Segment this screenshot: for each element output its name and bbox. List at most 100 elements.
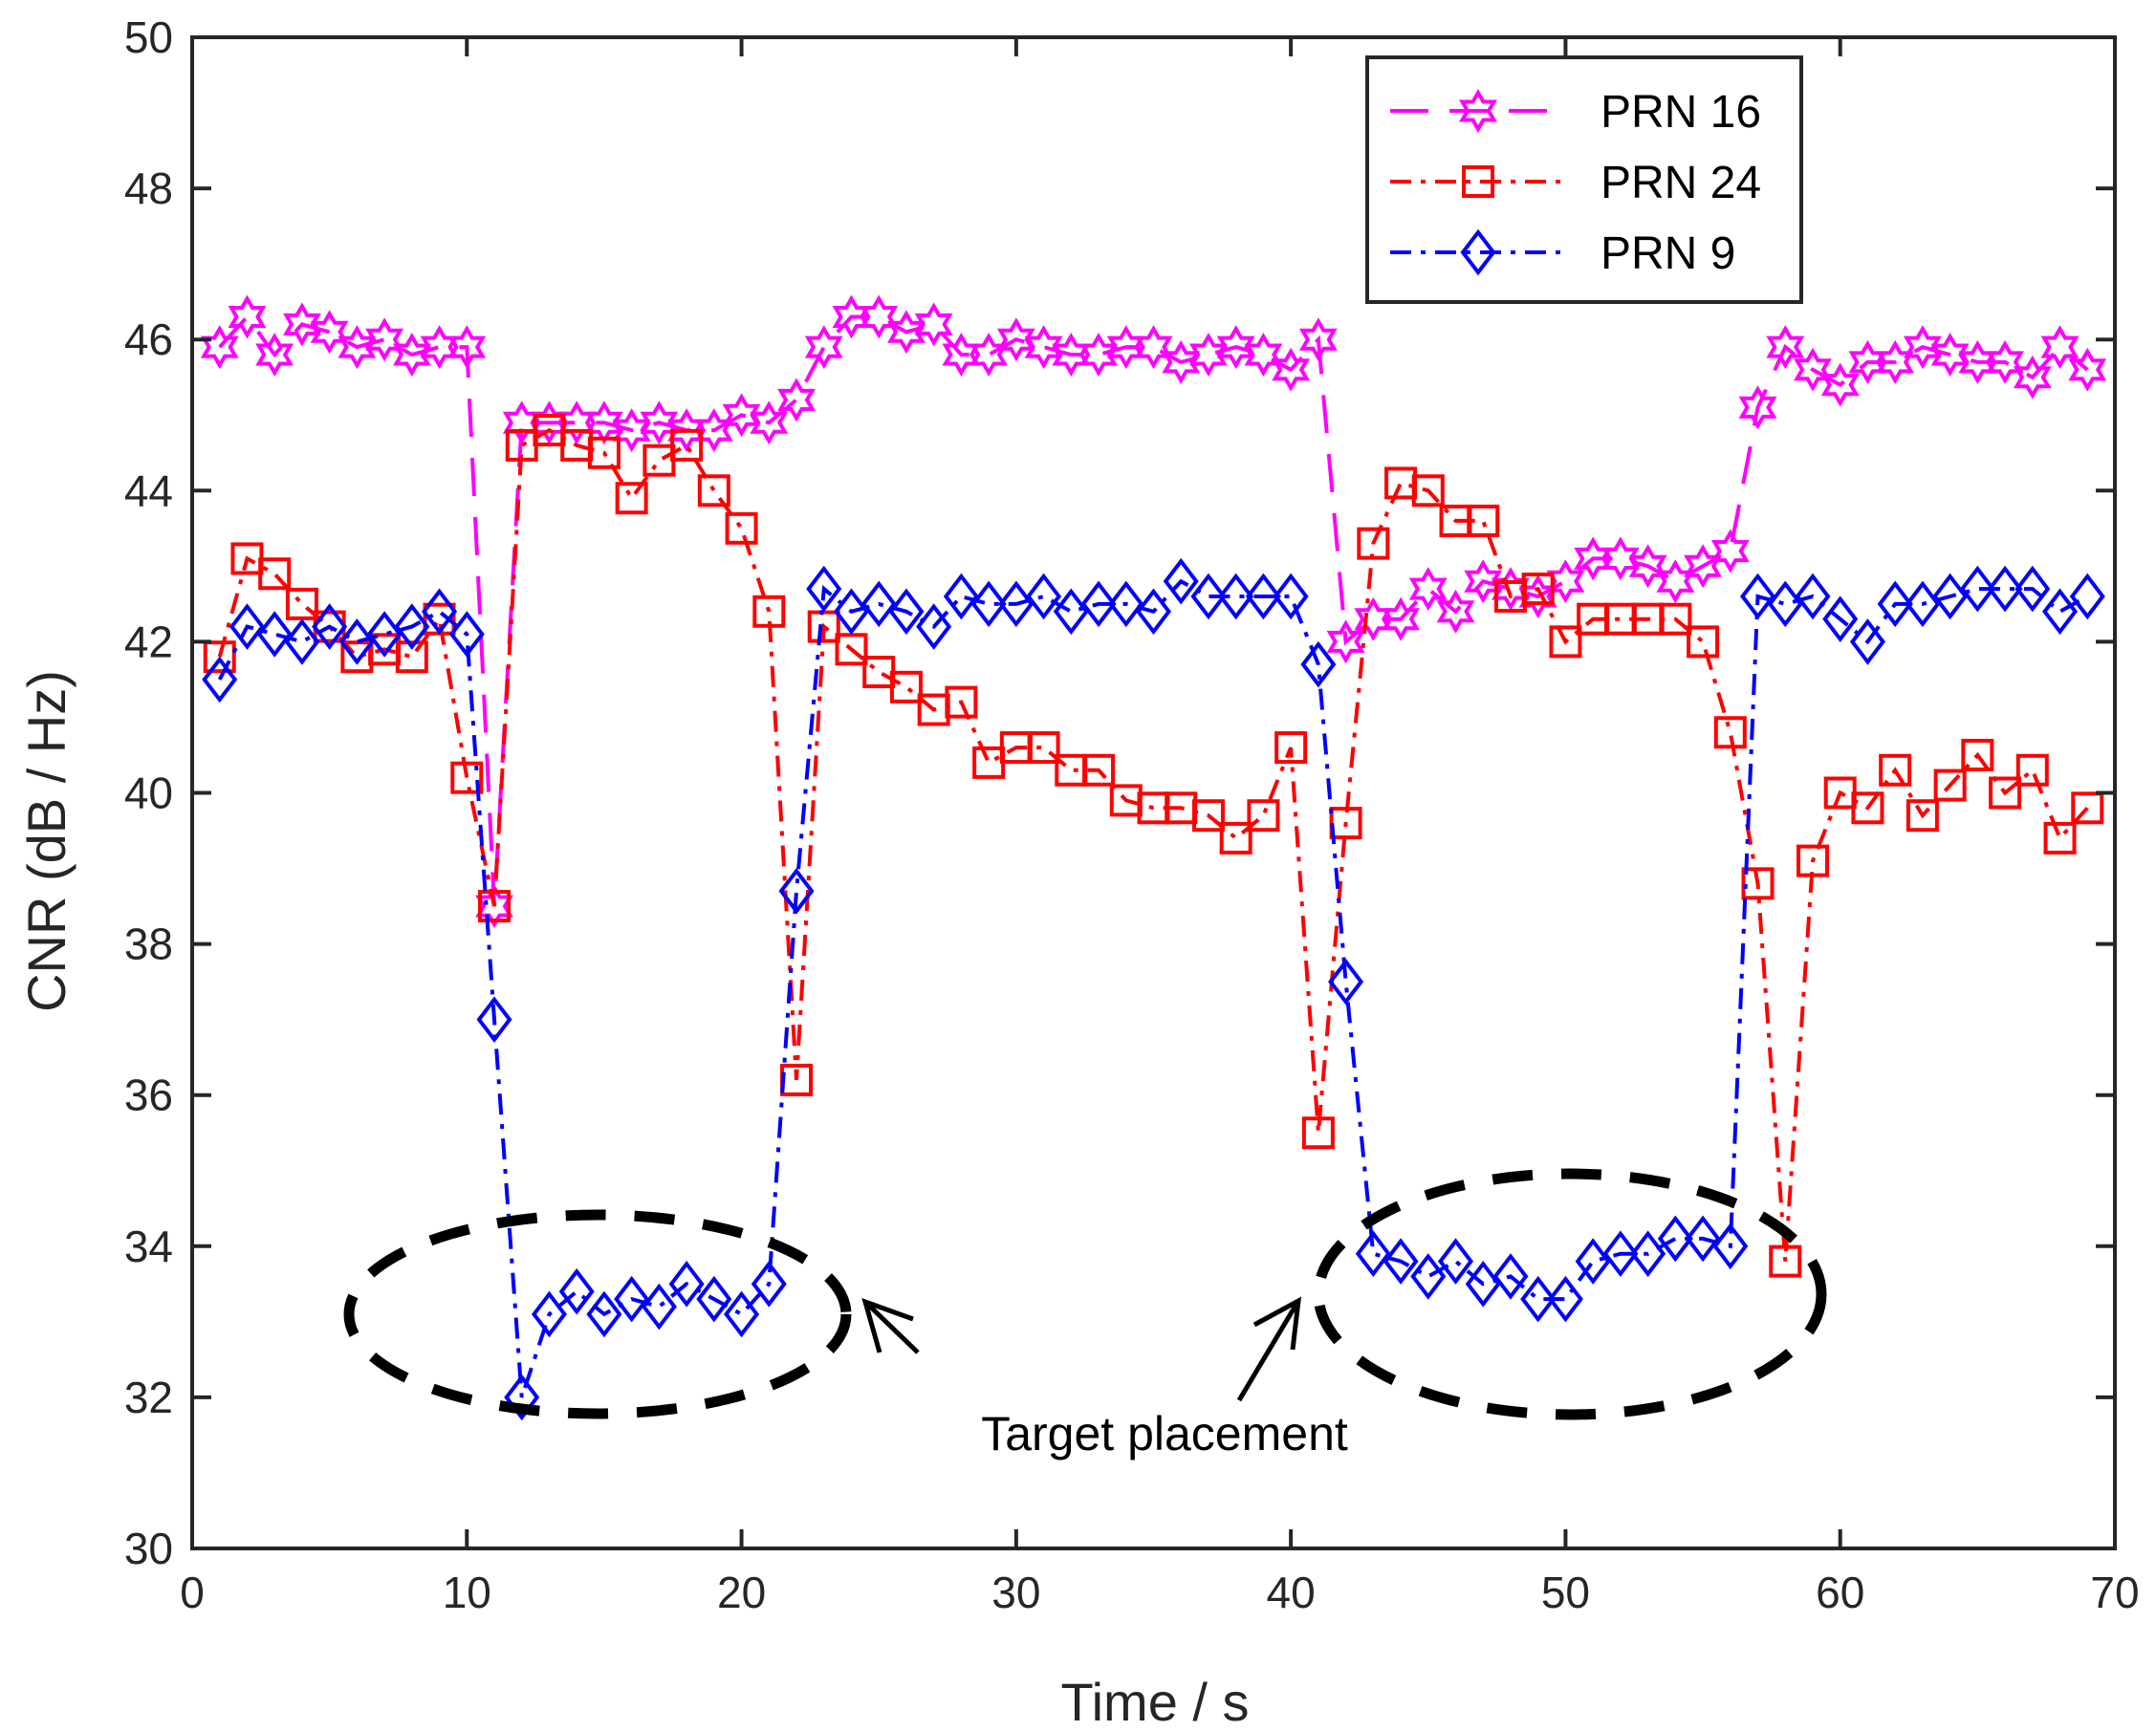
annotation-arrow-right	[1236, 1299, 1301, 1402]
data-point	[1795, 573, 1831, 620]
data-point	[1630, 1230, 1666, 1278]
data-point	[1382, 596, 1420, 641]
x-axis-title: Time / s	[1060, 1672, 1249, 1731]
legend-label: PRN 16	[1601, 87, 1761, 138]
annotation-arrow-left	[863, 1300, 920, 1354]
data-point	[1026, 573, 1062, 620]
data-point	[1300, 640, 1337, 688]
data-point	[1713, 716, 1747, 749]
data-point	[1244, 333, 1283, 377]
data-point	[724, 1290, 760, 1338]
data-point	[202, 656, 238, 703]
data-point	[256, 611, 293, 658]
annotation-arrowhead-left	[861, 1298, 914, 1353]
data-point	[1024, 325, 1063, 370]
data-point	[725, 511, 758, 545]
target-ellipses	[343, 1168, 1827, 1420]
data-point	[365, 317, 404, 362]
data-point	[1464, 559, 1503, 604]
y-tick-label: 44	[124, 465, 173, 515]
data-point	[1408, 567, 1448, 612]
data-point	[970, 580, 1007, 628]
y-tick-label: 46	[124, 314, 173, 364]
data-point	[1740, 573, 1776, 620]
data-point	[751, 1261, 787, 1308]
x-tick-label: 70	[2090, 1568, 2139, 1617]
data-point	[394, 603, 430, 650]
data-point	[1989, 776, 2022, 810]
data-point	[943, 573, 979, 620]
data-point	[229, 603, 265, 650]
data-point	[1492, 1253, 1529, 1300]
data-point	[1410, 1253, 1447, 1300]
data-point	[1080, 580, 1117, 628]
data-point	[1575, 1238, 1611, 1285]
data-point	[1273, 573, 1309, 620]
data-point	[1628, 544, 1667, 589]
data-point	[1436, 589, 1475, 634]
data-point	[1987, 565, 2023, 613]
data-point	[1190, 573, 1227, 620]
y-tick-label: 36	[124, 1071, 173, 1120]
data-point	[916, 603, 952, 650]
data-point	[1326, 619, 1365, 664]
data-point	[1437, 1238, 1474, 1285]
data-point	[283, 302, 321, 347]
y-tick-label: 32	[124, 1373, 173, 1422]
data-point	[889, 670, 923, 703]
series-prn-24	[203, 414, 2104, 1278]
data-point	[2043, 821, 2077, 855]
data-point	[1961, 738, 1994, 771]
data-point	[1465, 1261, 1501, 1308]
data-point	[284, 618, 320, 665]
y-axis-title: CNR (dB / Hz)	[16, 670, 76, 1012]
data-point	[1245, 573, 1281, 620]
data-point	[1712, 1223, 1749, 1270]
x-tick-label: 10	[443, 1568, 491, 1617]
data-point	[1657, 1215, 1693, 1263]
data-point	[615, 482, 648, 515]
data-point	[2068, 347, 2107, 392]
data-point	[1274, 731, 1308, 765]
y-tick-label: 38	[124, 920, 173, 969]
data-point	[1547, 1275, 1583, 1323]
data-point	[806, 565, 842, 613]
data-point	[1027, 731, 1060, 765]
data-point	[750, 400, 789, 445]
data-point	[1520, 1275, 1557, 1323]
legend-marker	[1460, 228, 1496, 276]
data-point	[1492, 567, 1530, 612]
data-point	[807, 610, 840, 643]
data-point	[1876, 339, 1915, 384]
data-point	[1766, 325, 1805, 370]
data-point	[860, 580, 897, 628]
data-point	[1685, 1215, 1721, 1263]
data-point	[1357, 527, 1390, 560]
x-tick-label: 60	[1816, 1568, 1864, 1617]
data-point	[1822, 595, 1859, 642]
annotation-target-placement: Target placement	[981, 1407, 1348, 1461]
legend-entry: PRN 24	[1390, 158, 1761, 208]
data-point	[640, 400, 679, 445]
data-point	[1906, 799, 1939, 833]
data-point	[1959, 565, 1995, 613]
data-point	[1903, 325, 1942, 370]
axes: 0 10 20 30 40 50 60 70 30 32 34 36 38 40 42 44 46 48 50	[124, 12, 2140, 1617]
data-point	[1602, 1230, 1639, 1278]
y-tick-label: 48	[124, 163, 173, 213]
data-point	[778, 867, 815, 915]
data-point	[504, 1374, 540, 1421]
data-point	[777, 378, 816, 422]
data-point	[696, 1275, 732, 1323]
data-point	[670, 428, 704, 462]
data-point	[1163, 557, 1199, 605]
data-point	[395, 640, 428, 674]
x-tick-label: 30	[991, 1568, 1040, 1617]
data-point	[833, 588, 870, 636]
data-point	[1219, 821, 1252, 855]
data-point	[1851, 791, 1884, 825]
data-point	[860, 294, 899, 339]
legend-label: PRN 24	[1601, 158, 1761, 208]
data-point	[1820, 362, 1860, 407]
data-point	[366, 611, 403, 658]
